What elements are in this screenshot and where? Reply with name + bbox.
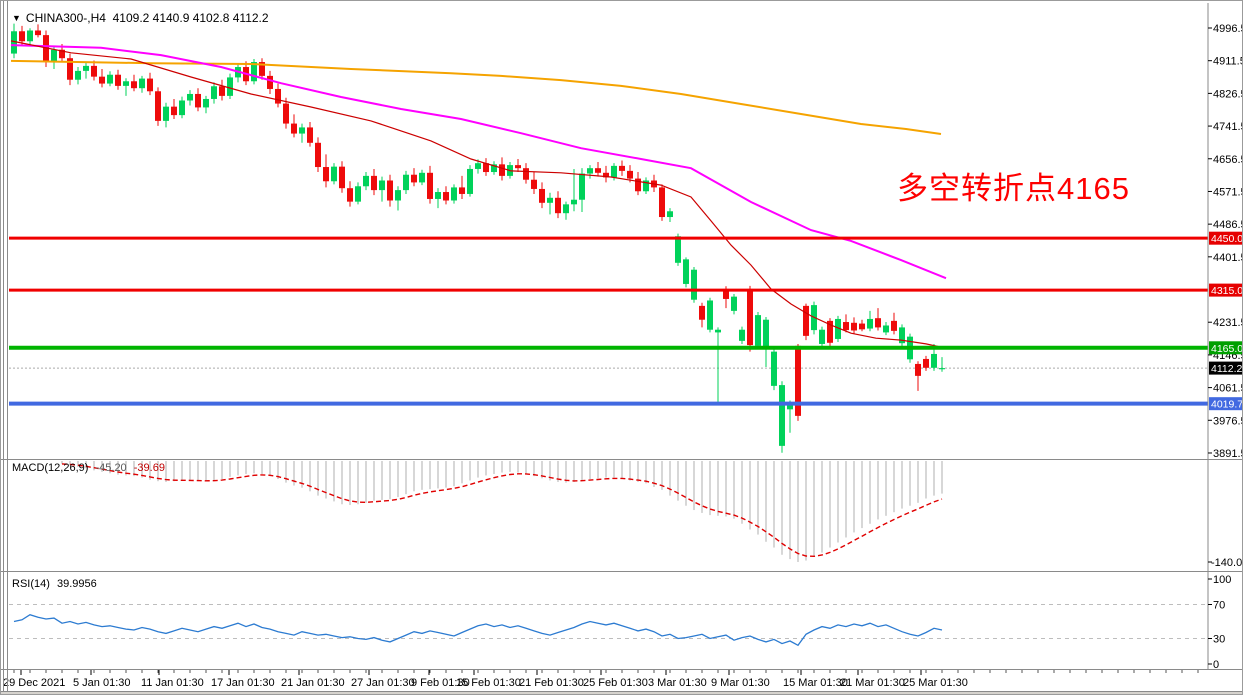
macd-indicator-name: MACD(12,26,9)	[12, 462, 89, 474]
date-label: 25 Mar 01:30	[903, 677, 968, 689]
rsi-panel: 100 70 30 0	[9, 574, 1231, 671]
price-tick-label: 4911.5	[1213, 56, 1243, 68]
rsi-value: 39.9956	[56, 578, 97, 590]
date-label: 15 Mar 01:30	[783, 677, 848, 689]
price-tick-label: 4656.5	[1213, 154, 1243, 166]
price-tick-label: 4826.5	[1213, 88, 1243, 100]
rsi-axis-label: 70	[1213, 600, 1225, 612]
ma-slow-orange	[10, 59, 942, 135]
date-axis: 29 Dec 2021 5 Jan 01:30 11 Jan 01:30 17 Jan…	[3, 670, 1199, 689]
rsi-indicator-name: RSI(14)	[12, 578, 50, 590]
price-tick-label: 4401.5	[1213, 252, 1243, 264]
macd-main-value: -45.20	[95, 462, 127, 474]
price-tick-label: 4231.5	[1213, 317, 1243, 329]
candles-layer	[11, 23, 945, 453]
date-label: 21 Mar 01:30	[840, 677, 905, 689]
window-bottom-frame	[1, 691, 1242, 694]
price-badge-4165.0	[1209, 341, 1242, 355]
window-left-frame-line	[3, 1, 4, 694]
ma-fast-red	[10, 40, 947, 349]
svg-text:4450.0: 4450.0	[1211, 233, 1243, 245]
symbol-dropdown-icon[interactable]: ▼	[12, 13, 21, 23]
price-badge-4450.0	[1209, 231, 1242, 245]
svg-text:4019.7: 4019.7	[1211, 399, 1243, 411]
price-tick-label: 3976.5	[1213, 415, 1243, 427]
date-label: 21 Jan 01:30	[281, 677, 345, 689]
macd-signal-value: -39.69	[133, 462, 165, 474]
main-macd-splitter[interactable]	[1, 459, 1242, 460]
price-tick-label: 4571.5	[1213, 186, 1243, 198]
chart-ohlc-values: 4109.2 4140.9 4102.8 4112.2	[112, 11, 269, 25]
price-tick-label: 4996.5	[1213, 23, 1243, 35]
macd-panel: -140.03	[61, 461, 1243, 569]
rsi-axis-label: 100	[1213, 574, 1231, 586]
price-badge-4315.0	[1209, 283, 1242, 297]
macd-min-label: -140.03	[1211, 557, 1243, 569]
svg-text:4165.0: 4165.0	[1211, 343, 1243, 355]
price-badge-4112.2	[1209, 361, 1242, 375]
rsi-axis-label: 30	[1213, 634, 1225, 646]
rsi-axis-label: 0	[1213, 659, 1219, 671]
date-label: 25 Feb 01:30	[583, 677, 648, 689]
svg-text:4112.2: 4112.2	[1211, 363, 1242, 375]
chart-symbol-period: CHINA300-,H4	[25, 11, 106, 25]
ma-lines-layer	[10, 40, 947, 349]
date-label: 5 Jan 01:30	[73, 677, 131, 689]
macd-label-row: MACD(12,26,9) -45.20 -39.69	[12, 462, 169, 474]
rsi-label-row: RSI(14) 39.9956	[12, 578, 101, 590]
date-label: 3 Mar 01:30	[648, 677, 707, 689]
date-label: 15 Feb 01:30	[456, 677, 521, 689]
date-label: 29 Dec 2021	[3, 677, 65, 689]
macd-rsi-splitter[interactable]	[1, 571, 1242, 572]
macd-signal-line	[61, 463, 943, 558]
date-label: 27 Jan 01:30	[351, 677, 415, 689]
price-tick-label: 4061.5	[1213, 383, 1243, 395]
price-tick-label: 4741.5	[1213, 121, 1243, 133]
svg-text:4315.0: 4315.0	[1211, 285, 1243, 297]
date-label: 17 Jan 01:30	[211, 677, 275, 689]
date-label: 11 Jan 01:30	[141, 677, 204, 689]
date-label: 9 Mar 01:30	[711, 677, 770, 689]
price-tick-label: 3891.5	[1213, 448, 1243, 460]
date-label: 9 Feb 01:30	[411, 677, 470, 689]
date-axis-border	[1, 669, 1242, 670]
rsi-line	[13, 613, 943, 647]
chart-title-bar: ▼ CHINA300-,H4 4109.2 4140.9 4102.8 4112.…	[12, 11, 269, 25]
price-axis: 4996.5 4911.5 4826.5 4741.5 4656.5 4571.5 4486…	[1207, 3, 1243, 670]
date-label: 21 Feb 01:30	[519, 677, 584, 689]
price-tick-label: 4486.5	[1213, 219, 1243, 231]
window-left-inner-frame-line	[7, 1, 8, 694]
chart-text-annotation[interactable]: 多空转折点4165	[897, 171, 1130, 206]
hlines-layer	[9, 236, 1208, 406]
ma-mid-magenta	[10, 44, 947, 280]
price-badge-4019.7	[1209, 397, 1242, 411]
